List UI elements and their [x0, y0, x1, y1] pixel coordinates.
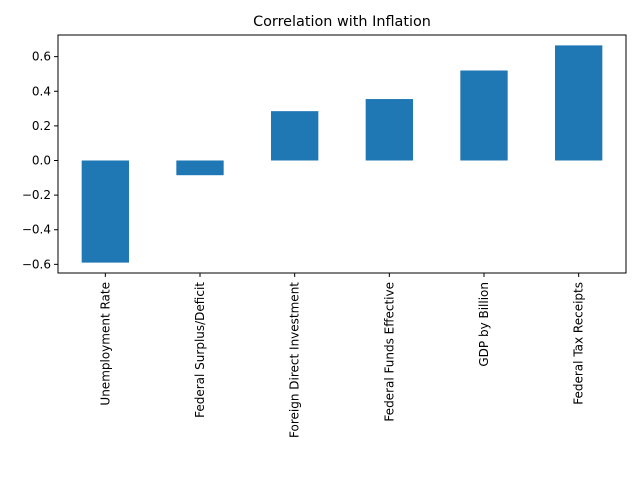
x-tick-label-unemployment-rate: Unemployment Rate	[98, 282, 112, 406]
bar-unemployment-rate	[81, 160, 129, 263]
bar-foreign-direct-investment	[271, 111, 319, 161]
bar-gdp-by-billion	[460, 70, 508, 161]
bar-federal-surplus-deficit	[176, 160, 224, 176]
y-tick-label: −0.6	[22, 257, 51, 271]
y-tick-label: −0.2	[22, 188, 51, 202]
bars-group	[81, 45, 603, 263]
chart-title: Correlation with Inflation	[253, 14, 431, 30]
y-tick-label: 0.6	[32, 50, 51, 64]
x-tick-label-foreign-direct-investment: Foreign Direct Investment	[288, 282, 302, 438]
x-tick-label-federal-surplus-deficit: Federal Surplus/Deficit	[193, 282, 207, 418]
x-tick-label-federal-funds-effective: Federal Funds Effective	[382, 282, 396, 422]
y-tick-label: −0.4	[22, 223, 51, 237]
plot-frame	[57, 34, 627, 274]
y-tick-label: 0.2	[32, 119, 51, 133]
x-axis: Unemployment Rate Federal Surplus/Deficit…	[98, 273, 586, 438]
bar-federal-tax-receipts	[555, 45, 603, 161]
x-tick-label-gdp-by-billion: GDP by Billion	[477, 282, 491, 367]
y-tick-label: 0.4	[32, 84, 51, 98]
x-tick-label-federal-tax-receipts: Federal Tax Receipts	[572, 282, 586, 405]
y-tick-label: 0.0	[32, 153, 51, 167]
bar-federal-funds-effective	[365, 99, 413, 161]
y-axis: −0.6 −0.4 −0.2 0.0 0.2 0.4 0.6	[22, 50, 58, 271]
